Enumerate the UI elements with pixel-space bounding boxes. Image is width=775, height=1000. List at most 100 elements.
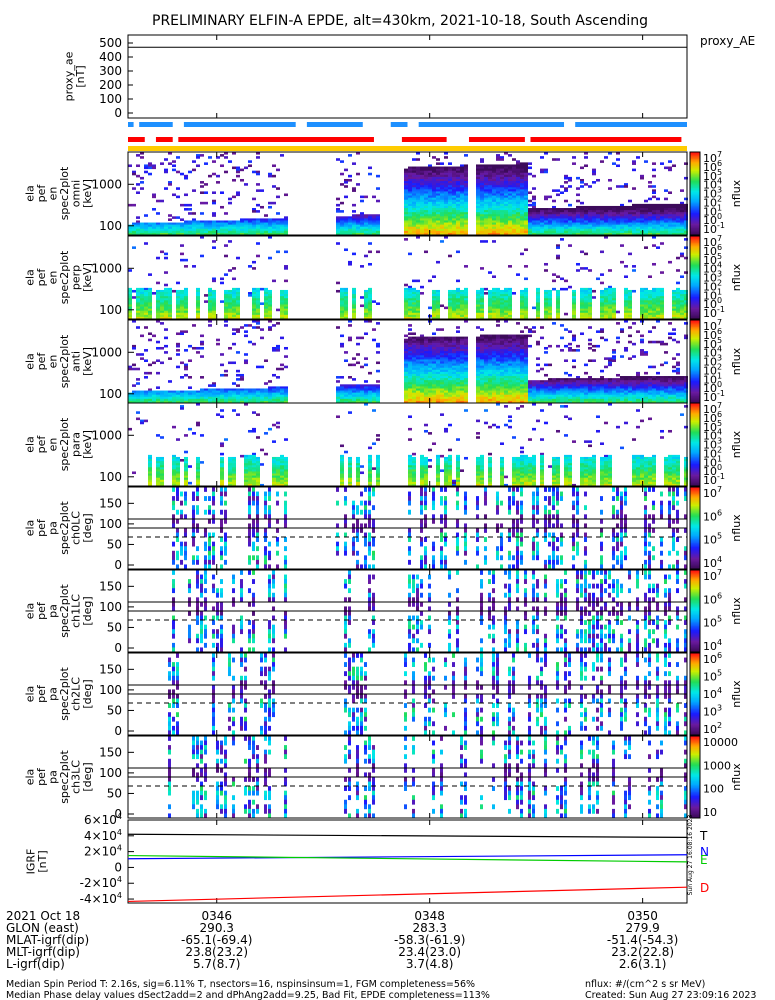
spectro-cell: [520, 220, 524, 224]
spectro-cell: [132, 320, 136, 323]
spectro-cell: [460, 298, 464, 301]
spectro-cell: [144, 316, 148, 320]
spectro-cell: [584, 212, 588, 215]
spectro-cell: [424, 369, 428, 373]
spectro-cell: [356, 361, 360, 365]
spectro-cell: [412, 197, 416, 201]
spectro-cell: [480, 189, 484, 192]
spectro-cell: [556, 256, 560, 260]
spectro-cell: [192, 392, 196, 396]
spectro-cell: [452, 316, 456, 320]
spectro-cell: [596, 226, 600, 230]
spectro-cell: [192, 324, 196, 327]
spectro-cell: [492, 390, 496, 394]
spectro-cell: [484, 363, 488, 367]
colorbar-cell: [690, 197, 700, 200]
spectro-cell: [172, 400, 176, 404]
colorbar-cell: [690, 175, 700, 178]
spectro-cell: [216, 232, 220, 236]
spectro-cell: [496, 376, 500, 379]
spectro-cell: [604, 220, 608, 224]
spectro-cell: [480, 216, 484, 219]
spectro-cell: [452, 216, 456, 219]
spectro-cell: [564, 216, 568, 219]
spectro-cell: [476, 197, 480, 201]
spectro-cell: [624, 226, 628, 230]
spectro-cell: [568, 214, 572, 217]
spectro-cell: [372, 388, 376, 392]
spectro-cell: [176, 216, 180, 219]
spectro-cell: [652, 294, 656, 297]
spectro-cell: [428, 222, 432, 226]
spectro-cell: [448, 344, 452, 348]
spectro-cell: [416, 355, 420, 358]
spectro-cell: [504, 152, 508, 155]
spectro-cell: [412, 289, 416, 293]
spectro-cell: [188, 208, 192, 211]
spectro-cell: [348, 220, 352, 224]
spectro-cell: [148, 338, 152, 342]
spectro-cell: [256, 172, 260, 176]
spectro-cell: [496, 384, 500, 387]
spectro-cell: [476, 232, 480, 236]
spectro-cell: [408, 351, 412, 354]
spectro-cell: [600, 316, 604, 320]
spectro-cell: [416, 312, 420, 316]
spectro-cell: [140, 230, 144, 234]
spectro-cell: [412, 212, 416, 215]
colorbar-cell: [690, 187, 700, 190]
spectro-cell: [376, 392, 380, 396]
spectro-cell: [276, 168, 280, 172]
colorbar-cell: [690, 285, 700, 288]
spectro-cell: [208, 222, 212, 226]
spectro-cell: [336, 218, 340, 221]
spectro-cell: [372, 394, 376, 398]
spectro-cell: [516, 210, 520, 213]
spectro-cell: [404, 359, 408, 362]
spectro-cell: [208, 230, 212, 234]
spectro-cell: [524, 187, 528, 190]
spectro-cell: [416, 230, 420, 234]
spectro-cell: [420, 181, 424, 184]
spectro-cell: [212, 400, 216, 404]
spectro-cell: [416, 398, 420, 402]
spectro-cell: [448, 178, 452, 182]
spectro-cell: [160, 314, 164, 318]
spectro-cell: [464, 390, 468, 394]
spectro-cell: [256, 390, 260, 394]
spectro-cell: [412, 351, 416, 354]
spectro-cell: [208, 388, 212, 392]
spectro-cell: [432, 228, 436, 232]
spectro-cell: [628, 232, 632, 236]
spectro-cell: [344, 351, 348, 354]
spectro-cell: [260, 218, 264, 221]
spectro-cell: [420, 218, 424, 221]
spectro-cell: [348, 394, 352, 398]
spectro-cell: [540, 226, 544, 230]
spectro-cell: [404, 226, 408, 230]
spectro-cell: [140, 222, 144, 226]
spectro-cell: [424, 181, 428, 184]
spectro-cell: [172, 230, 176, 234]
spectro-cell: [164, 328, 168, 331]
spectro-cell: [680, 306, 684, 310]
spectro-cell: [144, 224, 148, 228]
spectro-cell: [268, 174, 272, 178]
spectro-cell: [496, 353, 500, 356]
spectro-cell: [508, 205, 512, 209]
spectro-cell: [412, 306, 416, 310]
spectro-cell: [520, 214, 524, 217]
spectro-cell: [424, 189, 428, 192]
spectro-cell: [352, 287, 356, 291]
spectro-cell: [452, 388, 456, 392]
spectro-cell: [552, 158, 556, 161]
spectro-cell: [232, 400, 236, 404]
spectro-cell: [160, 228, 164, 232]
spectro-cell: [480, 340, 484, 344]
spectro-cell: [604, 218, 608, 221]
spectro-cell: [516, 203, 520, 207]
spectro-cell: [148, 308, 152, 312]
spectro-cell: [164, 302, 168, 305]
spectro-cell: [596, 228, 600, 232]
spectro-cell: [344, 228, 348, 232]
